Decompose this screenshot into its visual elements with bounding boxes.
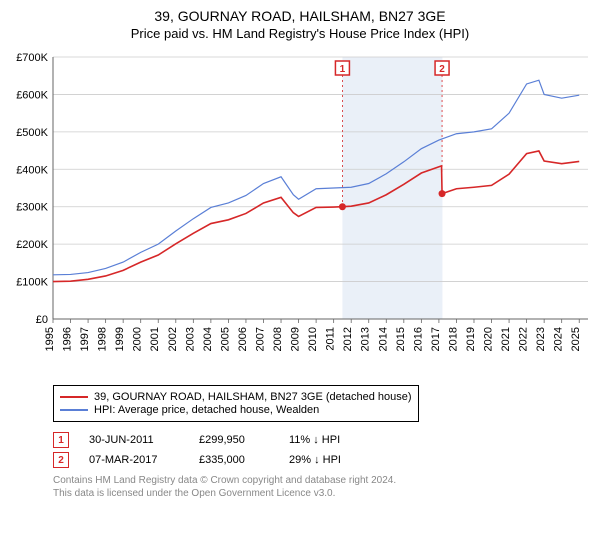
svg-text:2004: 2004 bbox=[202, 327, 214, 351]
svg-text:2019: 2019 bbox=[465, 327, 477, 351]
legend-box: 39, GOURNAY ROAD, HAILSHAM, BN27 3GE (de… bbox=[53, 385, 419, 422]
svg-text:£700K: £700K bbox=[16, 52, 48, 64]
chart-container: 39, GOURNAY ROAD, HAILSHAM, BN27 3GE Pri… bbox=[0, 0, 600, 504]
svg-text:2022: 2022 bbox=[518, 327, 530, 351]
legend-label: HPI: Average price, detached house, Weal… bbox=[94, 404, 319, 416]
svg-text:2: 2 bbox=[439, 64, 445, 75]
svg-text:2016: 2016 bbox=[412, 327, 424, 351]
svg-text:2012: 2012 bbox=[342, 327, 354, 351]
sale-delta: 11% ↓ HPI bbox=[289, 434, 379, 446]
footer-line-1: Contains HM Land Registry data © Crown c… bbox=[53, 474, 592, 487]
legend-row: 39, GOURNAY ROAD, HAILSHAM, BN27 3GE (de… bbox=[60, 391, 412, 403]
chart-subtitle: Price paid vs. HM Land Registry's House … bbox=[8, 26, 592, 41]
svg-text:2003: 2003 bbox=[184, 327, 196, 351]
title-block: 39, GOURNAY ROAD, HAILSHAM, BN27 3GE Pri… bbox=[8, 8, 592, 41]
sales-table: 1 30-JUN-2011 £299,950 11% ↓ HPI 2 07-MAR-201… bbox=[53, 432, 592, 468]
sale-delta: 29% ↓ HPI bbox=[289, 454, 379, 466]
sale-date: 07-MAR-2017 bbox=[89, 454, 179, 466]
svg-text:1998: 1998 bbox=[97, 327, 109, 351]
legend-row: HPI: Average price, detached house, Weal… bbox=[60, 404, 412, 416]
svg-text:2002: 2002 bbox=[167, 327, 179, 351]
svg-text:2018: 2018 bbox=[447, 327, 459, 351]
svg-text:£200K: £200K bbox=[16, 239, 48, 251]
svg-text:2009: 2009 bbox=[290, 327, 302, 351]
svg-text:2024: 2024 bbox=[553, 327, 565, 351]
sale-marker-box: 2 bbox=[53, 452, 69, 468]
svg-text:2020: 2020 bbox=[483, 327, 495, 351]
svg-text:£100K: £100K bbox=[16, 277, 48, 289]
svg-text:£500K: £500K bbox=[16, 127, 48, 139]
legend-swatch bbox=[60, 396, 88, 398]
svg-text:2001: 2001 bbox=[149, 327, 161, 351]
svg-text:2025: 2025 bbox=[570, 327, 582, 351]
sale-price: £299,950 bbox=[199, 434, 269, 446]
svg-text:2023: 2023 bbox=[535, 327, 547, 351]
svg-text:2011: 2011 bbox=[325, 327, 337, 351]
sale-date: 30-JUN-2011 bbox=[89, 434, 179, 446]
footer-line-2: This data is licensed under the Open Gov… bbox=[53, 487, 592, 500]
sale-marker-box: 1 bbox=[53, 432, 69, 448]
svg-text:2008: 2008 bbox=[272, 327, 284, 351]
svg-text:£400K: £400K bbox=[16, 164, 48, 176]
chart-title: 39, GOURNAY ROAD, HAILSHAM, BN27 3GE bbox=[8, 8, 592, 24]
svg-text:1999: 1999 bbox=[114, 327, 126, 351]
svg-text:2000: 2000 bbox=[132, 327, 144, 351]
svg-text:£300K: £300K bbox=[16, 202, 48, 214]
plot-area: £0 £100K £200K £300K £400K £500K £600K £700K 199… bbox=[8, 47, 592, 377]
svg-text:£600K: £600K bbox=[16, 89, 48, 101]
svg-text:1: 1 bbox=[340, 64, 346, 75]
svg-text:1995: 1995 bbox=[44, 327, 56, 351]
footer-attribution: Contains HM Land Registry data © Crown c… bbox=[53, 474, 592, 500]
svg-text:2014: 2014 bbox=[377, 327, 389, 351]
svg-text:2006: 2006 bbox=[237, 327, 249, 351]
legend-swatch bbox=[60, 409, 88, 411]
svg-text:2017: 2017 bbox=[430, 327, 442, 351]
svg-text:1996: 1996 bbox=[62, 327, 74, 351]
svg-text:2013: 2013 bbox=[360, 327, 372, 351]
svg-text:2021: 2021 bbox=[500, 327, 512, 351]
svg-text:2005: 2005 bbox=[219, 327, 231, 351]
svg-text:2010: 2010 bbox=[307, 327, 319, 351]
sale-price: £335,000 bbox=[199, 454, 269, 466]
sale-row: 1 30-JUN-2011 £299,950 11% ↓ HPI bbox=[53, 432, 592, 448]
legend-label: 39, GOURNAY ROAD, HAILSHAM, BN27 3GE (de… bbox=[94, 391, 412, 403]
svg-text:1997: 1997 bbox=[79, 327, 91, 351]
svg-text:£0: £0 bbox=[36, 314, 48, 326]
svg-text:2015: 2015 bbox=[395, 327, 407, 351]
sale-row: 2 07-MAR-2017 £335,000 29% ↓ HPI bbox=[53, 452, 592, 468]
svg-text:2007: 2007 bbox=[254, 327, 266, 351]
